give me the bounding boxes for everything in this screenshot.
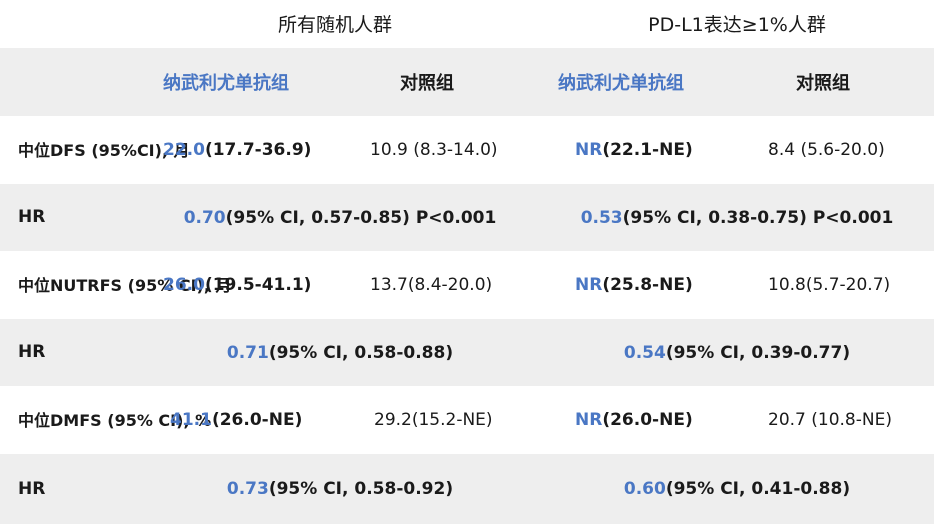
row-label-hr: HR <box>18 478 46 499</box>
dfs-pdl1-control: 8.4 (5.6-20.0) <box>768 140 885 160</box>
table-row-dmfs-hr: HR 0.73 (95% CI, 0.58-0.92) 0.60 (95% CI,… <box>0 454 934 524</box>
table-row-dfs: 中位DFS (95%CI), 月 22.0 (17.7-36.9) 10.9 (… <box>0 116 934 184</box>
dfs-hr-pdl1: 0.53 (95% CI, 0.38-0.75) P<0.001 <box>540 184 934 251</box>
header-all-control: 对照组 <box>400 73 454 94</box>
row-label-line2: (95%CI), 月 <box>91 140 190 160</box>
row-label-line1: 中位DFS <box>18 140 86 160</box>
dfs-hr-all-value: 0.70 <box>183 207 226 228</box>
row-label-hr: HR <box>18 207 46 227</box>
dmfs-pdl1-control: 20.7 (10.8-NE) <box>768 410 892 430</box>
group-title-all-randomized: 所有随机人群 <box>277 14 392 36</box>
nutrfs-pdl1-nivolumab: NR (25.8-NE) <box>575 251 693 319</box>
dmfs-all-nivolumab: 41.1 (26.0-NE) <box>170 386 302 454</box>
header-all-nivolumab: 纳武利尤单抗组 <box>163 73 289 94</box>
dmfs-hr-pdl1-value: 0.60 <box>623 479 666 499</box>
header-pdl1-nivolumab: 纳武利尤单抗组 <box>558 73 684 94</box>
table-row-nutrfs-hr: HR 0.71 (95% CI, 0.58-0.88) 0.54 (95% CI,… <box>0 319 934 386</box>
row-label-line1: 中位NUTRFS <box>18 275 123 295</box>
nutrfs-pdl1-nivolumab-ci: (25.8-NE) <box>602 275 693 295</box>
nutrfs-all-nivolumab-ci: (19.5-41.1) <box>204 275 312 295</box>
dmfs-pdl1-nivolumab-ci: (26.0-NE) <box>602 410 693 430</box>
dmfs-pdl1-nivolumab: NR (26.0-NE) <box>575 386 693 454</box>
row-label-hr: HR <box>18 342 46 362</box>
nutrfs-hr-pdl1-value: 0.54 <box>623 342 666 363</box>
dfs-all-nivolumab: 22.0 (17.7-36.9) <box>163 116 311 184</box>
dmfs-all-nivolumab-ci: (26.0-NE) <box>211 410 303 430</box>
dmfs-all-nivolumab-value: 41.1 <box>170 410 212 430</box>
table-header-row: 纳武利尤单抗组 对照组 纳武利尤单抗组 对照组 <box>0 48 934 116</box>
table-row-dmfs: 中位DMFS (95% CI), % 41.1 (26.0-NE) 29.2(1… <box>0 386 934 454</box>
dfs-all-nivolumab-ci: (17.7-36.9) <box>204 140 312 160</box>
dmfs-hr-all-value: 0.73 <box>226 479 269 499</box>
dfs-all-nivolumab-value: 22.0 <box>163 140 205 160</box>
group-title-pdl1-positive: PD-L1表达≥1%人群 <box>648 14 826 36</box>
dmfs-hr-pdl1: 0.60 (95% CI, 0.41-0.88) <box>540 454 934 524</box>
dfs-hr-pdl1-detail: (95% CI, 0.38-0.75) P<0.001 <box>622 207 894 228</box>
dfs-hr-pdl1-value: 0.53 <box>580 207 623 228</box>
nutrfs-pdl1-control: 10.8(5.7-20.7) <box>768 275 891 295</box>
nutrfs-hr-pdl1: 0.54 (95% CI, 0.39-0.77) <box>540 319 934 386</box>
nutrfs-all-nivolumab-value: 26.0 <box>163 275 205 295</box>
row-label-line1: 中位DMFS <box>18 410 102 430</box>
header-pdl1-control: 对照组 <box>796 73 850 94</box>
row-label-line2: (95% CI), % <box>107 410 212 430</box>
dfs-all-control: 10.9 (8.3-14.0) <box>370 140 498 160</box>
nutrfs-hr-pdl1-detail: (95% CI, 0.39-0.77) <box>665 342 851 363</box>
dmfs-pdl1-nivolumab-value: NR <box>575 410 603 430</box>
table-row-nutrfs: 中位NUTRFS (95% CI), 月 26.0 (19.5-41.1) 13… <box>0 251 934 319</box>
nutrfs-all-control: 13.7(8.4-20.0) <box>370 275 493 295</box>
nutrfs-hr-all-detail: (95% CI, 0.58-0.88) <box>268 342 454 363</box>
nutrfs-hr-all-value: 0.71 <box>226 342 269 363</box>
dmfs-hr-all-detail: (95% CI, 0.58-0.92) <box>268 479 454 499</box>
nutrfs-hr-all: 0.71 (95% CI, 0.58-0.88) <box>140 319 540 386</box>
dmfs-hr-pdl1-detail: (95% CI, 0.41-0.88) <box>665 479 851 499</box>
dfs-hr-all: 0.70 (95% CI, 0.57-0.85) P<0.001 <box>140 184 540 251</box>
dfs-hr-all-detail: (95% CI, 0.57-0.85) P<0.001 <box>225 207 497 228</box>
dfs-pdl1-nivolumab: NR (22.1-NE) <box>575 116 693 184</box>
dmfs-hr-all: 0.73 (95% CI, 0.58-0.92) <box>140 454 540 524</box>
nutrfs-pdl1-nivolumab-value: NR <box>575 275 603 295</box>
nutrfs-all-nivolumab: 26.0 (19.5-41.1) <box>163 251 311 319</box>
row-label-dfs: 中位DFS (95%CI), 月 <box>18 116 190 184</box>
row-label-dmfs: 中位DMFS (95% CI), % <box>18 386 211 454</box>
row-label-line2: (95% CI), 月 <box>127 275 232 295</box>
table-row-dfs-hr: HR 0.70 (95% CI, 0.57-0.85) P<0.001 0.53… <box>0 184 934 251</box>
dmfs-all-control: 29.2(15.2-NE) <box>374 410 493 430</box>
dfs-pdl1-nivolumab-ci: (22.1-NE) <box>602 140 693 160</box>
dfs-pdl1-nivolumab-value: NR <box>575 140 603 160</box>
row-label-nutrfs: 中位NUTRFS (95% CI), 月 <box>18 251 232 319</box>
